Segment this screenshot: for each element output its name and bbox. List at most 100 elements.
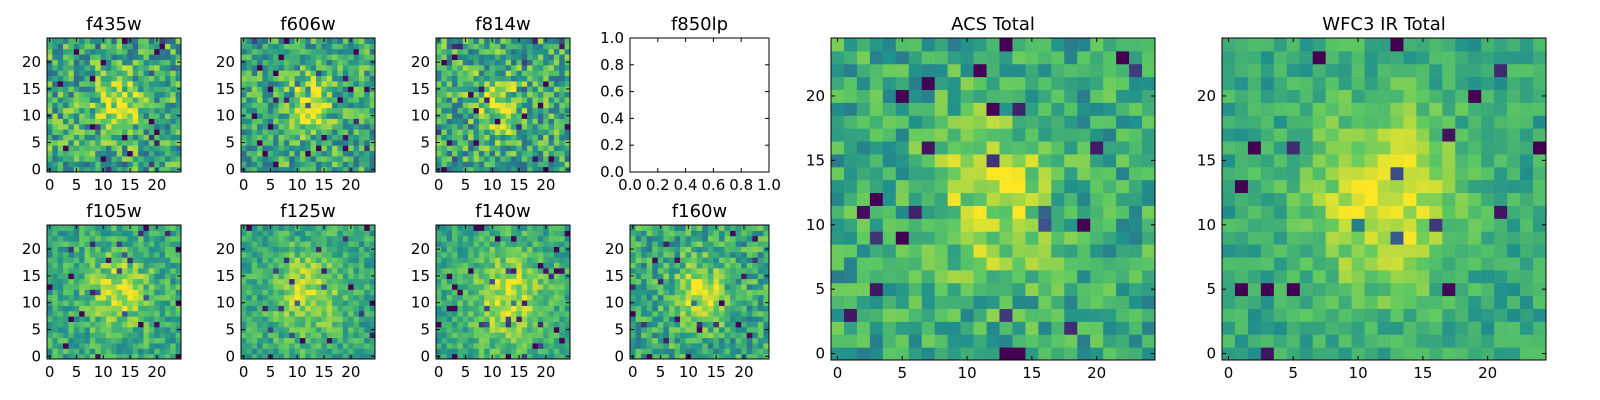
heatmap-cell	[79, 283, 86, 290]
heatmap-cell	[143, 123, 150, 130]
heatmap-cell	[305, 70, 312, 77]
heatmap-cell	[294, 150, 301, 157]
heatmap-cell	[489, 278, 496, 285]
heatmap-cell	[84, 113, 91, 119]
heatmap-cell	[746, 235, 753, 242]
heatmap-cell	[316, 59, 322, 66]
heatmap-cell	[299, 230, 306, 237]
heatmap-cell	[154, 241, 161, 247]
heatmap-cell	[310, 38, 317, 44]
heatmap-cell	[257, 96, 263, 103]
heatmap-cell	[441, 321, 448, 328]
heatmap-cell	[332, 48, 338, 55]
heatmap-cell	[1077, 321, 1091, 335]
heatmap-cell	[505, 54, 512, 60]
heatmap-cell	[294, 300, 301, 306]
heatmap-cell	[511, 310, 517, 317]
heatmap-cell	[707, 300, 714, 306]
heatmap-cell	[752, 310, 759, 317]
heatmap-cell	[478, 262, 485, 269]
heatmap-cell	[73, 267, 80, 274]
heatmap-cell	[283, 251, 290, 258]
heatmap-cell	[462, 300, 469, 306]
heatmap-cell	[882, 205, 897, 219]
heatmap-cell	[527, 70, 533, 77]
heatmap-cell	[468, 300, 475, 306]
heatmap-cell	[1077, 218, 1091, 232]
heatmap-cell	[548, 230, 555, 237]
heatmap-cell	[316, 310, 322, 317]
heatmap-cell	[757, 257, 764, 264]
heatmap-cell	[154, 300, 161, 306]
heatmap-cell	[369, 91, 376, 98]
heatmap-cell	[262, 75, 269, 82]
heatmap-cell	[257, 273, 263, 280]
heatmap-cell	[484, 113, 491, 119]
heatmap-cell	[246, 235, 253, 242]
heatmap-cell	[543, 145, 550, 152]
heatmap-cell	[478, 348, 485, 355]
heatmap-cell	[316, 129, 322, 135]
heatmap-cell	[154, 235, 161, 242]
heatmap-cell	[47, 337, 53, 344]
heatmap-cell	[436, 96, 442, 103]
heatmap-cell	[299, 80, 306, 87]
heatmap-cell	[257, 316, 263, 322]
heatmap-cell	[364, 262, 371, 269]
heatmap-cell	[132, 257, 139, 264]
heatmap-cell	[489, 161, 496, 168]
heatmap-cell	[159, 273, 166, 280]
heatmap-cell	[278, 235, 285, 242]
heatmap-cell	[170, 118, 177, 125]
heatmap-cell	[251, 75, 258, 82]
heatmap-cell	[369, 139, 376, 146]
heatmap-cell	[752, 305, 759, 312]
heatmap-cell	[89, 305, 96, 312]
heatmap-cell	[143, 54, 150, 60]
heatmap-cell	[241, 305, 247, 312]
heatmap-cell	[548, 278, 555, 285]
heatmap-cell	[691, 353, 698, 360]
heatmap-cell	[100, 155, 107, 162]
heatmap-cell	[559, 48, 566, 55]
heatmap-cell	[478, 257, 485, 264]
heatmap-cell	[127, 332, 134, 339]
heatmap-cell	[299, 241, 306, 247]
heatmap-cell	[175, 70, 182, 77]
heatmap-cell	[337, 75, 344, 82]
heatmap-cell	[267, 305, 274, 312]
heatmap-cell	[452, 166, 458, 173]
heatmap-cell	[543, 337, 550, 344]
heatmap-cell	[257, 251, 263, 258]
heatmap-cell	[457, 80, 464, 87]
heatmap-cell	[111, 59, 118, 66]
heatmap-cell	[532, 332, 539, 339]
heatmap-cell	[278, 59, 285, 66]
heatmap-cell	[283, 241, 290, 247]
heatmap-cell	[516, 80, 523, 87]
heatmap-cell	[326, 332, 333, 339]
heatmap-cell	[257, 305, 263, 312]
heatmap-cell	[342, 54, 349, 60]
heatmap-cell	[746, 316, 753, 322]
heatmap-cell	[353, 43, 360, 50]
heatmap-cell	[337, 64, 344, 71]
heatmap-cell	[127, 54, 134, 60]
heatmap-cell	[127, 353, 134, 360]
heatmap-cell	[294, 129, 301, 135]
heatmap-cell	[289, 337, 296, 344]
heatmap-cell	[316, 342, 322, 349]
heatmap-cell	[337, 145, 344, 152]
heatmap-cell	[548, 225, 555, 231]
heatmap-cell	[267, 289, 274, 296]
heatmap-cell	[267, 294, 274, 301]
heatmap-cell	[111, 241, 118, 247]
heatmap-cell	[278, 70, 285, 77]
heatmap-cell	[241, 70, 247, 77]
heatmap-cell	[511, 305, 517, 312]
heatmap-cell	[457, 332, 464, 339]
heatmap-cell	[516, 246, 523, 253]
heatmap-cell	[908, 334, 923, 348]
heatmap-cell	[532, 326, 539, 333]
x-tick-label: 10	[94, 363, 113, 381]
